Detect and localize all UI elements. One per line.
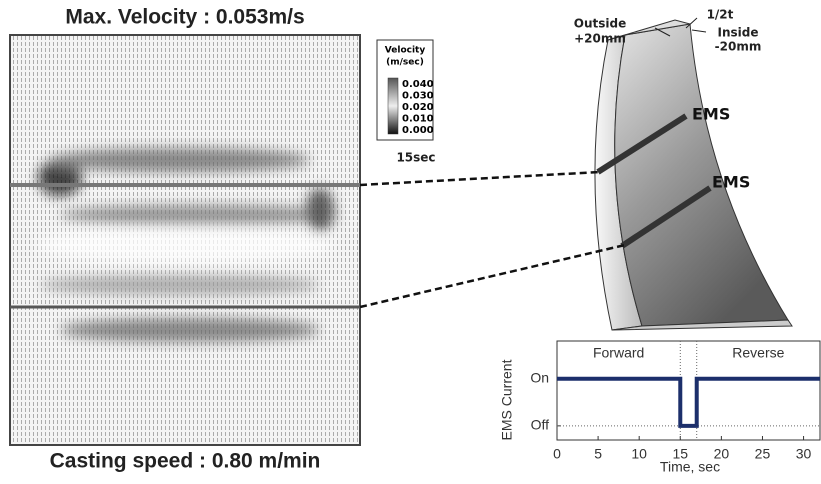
- line: [557, 376, 820, 428]
- legend-label: 0.020: [402, 102, 434, 113]
- strand-label: EMS: [692, 105, 730, 124]
- legend-label: 0.010: [402, 114, 434, 125]
- legend-title: Velocity: [385, 46, 426, 56]
- strand-label: 1/2t: [707, 8, 734, 22]
- x-tick-label: 5: [594, 446, 602, 462]
- x-tick-label: 10: [631, 446, 647, 462]
- field-title: Max. Velocity : 0.053m/s: [65, 6, 304, 29]
- annotation: Forward: [593, 345, 644, 361]
- x-tick-label: 25: [755, 446, 771, 462]
- y-axis-label: EMS Current: [499, 359, 515, 440]
- legend-label: 0.000: [402, 125, 434, 136]
- strand-label: EMS: [712, 173, 750, 192]
- strand-label: +20mm: [574, 32, 626, 46]
- field-caption: Casting speed : 0.80 m/min: [50, 450, 321, 473]
- legend-label: 0.040: [402, 79, 434, 90]
- x-axis-label: Time, sec: [660, 459, 720, 475]
- ems-chart: 0 5 10 15 20 25 30 Off On Forward Reverse Time, sec…: [499, 340, 821, 475]
- velocity-field: [9, 34, 361, 446]
- legend-label: 0.030: [402, 91, 434, 102]
- strand-label: -20mm: [715, 40, 762, 54]
- strand-label: Inside: [718, 26, 759, 40]
- y-tick-label: On: [530, 369, 549, 385]
- x-tick-label: 30: [796, 446, 812, 462]
- legend-unit: (m/sec): [386, 58, 424, 68]
- strand-label: Outside: [574, 17, 626, 31]
- x-tick-label: 15: [672, 446, 688, 462]
- x-tick-label: 20: [714, 446, 730, 462]
- legend-time: 15sec: [396, 151, 435, 165]
- color-legend: Velocity (m/sec) 0.0400.0300.0200.0100.0…: [376, 39, 436, 165]
- annotation: Reverse: [732, 345, 784, 361]
- x-tick-label: 0: [553, 446, 561, 462]
- y-tick-label: Off: [531, 417, 550, 433]
- strand-diagram: [359, 17, 793, 331]
